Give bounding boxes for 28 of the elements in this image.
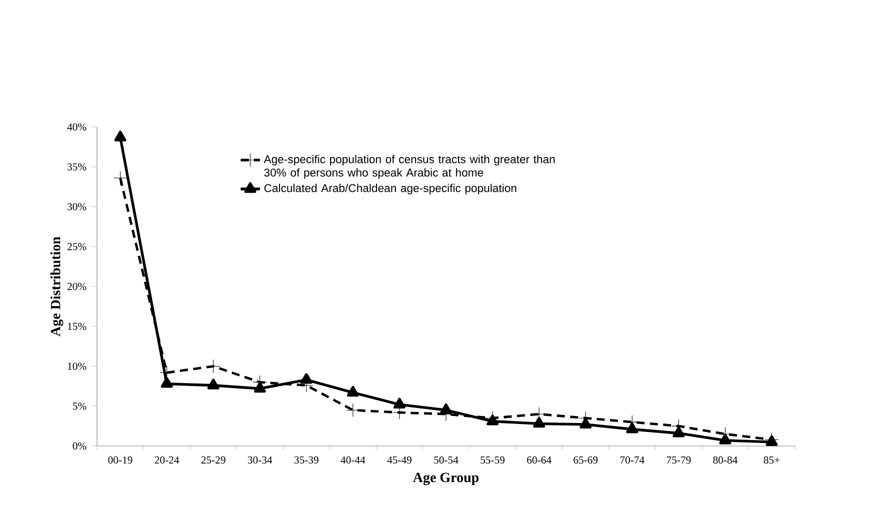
x-tick-label: 80-84: [713, 456, 738, 464]
x-tick-label: 25-29: [201, 456, 226, 464]
y-tick-label: 40%: [67, 123, 86, 131]
x-tick-label: 20-24: [154, 456, 180, 464]
x-tick-label: 85+: [764, 456, 780, 464]
x-tick-label: 45-49: [387, 456, 412, 464]
x-axis-title: Age Group: [413, 472, 479, 486]
legend-label: Calculated Arab/Chaldean age-specific population: [264, 184, 516, 194]
x-tick-label: 60-64: [527, 456, 552, 464]
x-tick-label: 65-69: [574, 456, 598, 464]
y-tick-label: 25%: [68, 243, 86, 250]
y-tick-label: 15%: [68, 322, 86, 330]
x-tick-label: 75-79: [666, 456, 691, 464]
y-axis-title: Age Distribution: [50, 236, 64, 336]
x-tick-label: 30-34: [248, 456, 272, 464]
y-tick-label: 20%: [68, 282, 86, 290]
x-tick-label: 00-19: [108, 456, 132, 464]
y-tick-label: 30%: [68, 203, 86, 210]
x-tick-label: 35-39: [294, 456, 318, 464]
y-tick-label: 5%: [73, 402, 86, 410]
x-tick-label: 55-59: [480, 456, 505, 464]
x-tick-label: 70-74: [620, 456, 644, 464]
legend-label: Age-specific population of census tracts with greater than 30% of persons who speak Arabic at home: [264, 154, 555, 179]
y-tick-label: 35%: [68, 163, 86, 170]
x-tick-label: 40-44: [340, 456, 366, 464]
y-tick-label: 10%: [68, 362, 86, 370]
x-tick-label: 50-54: [434, 456, 458, 464]
y-tick-label: 0%: [72, 442, 86, 450]
